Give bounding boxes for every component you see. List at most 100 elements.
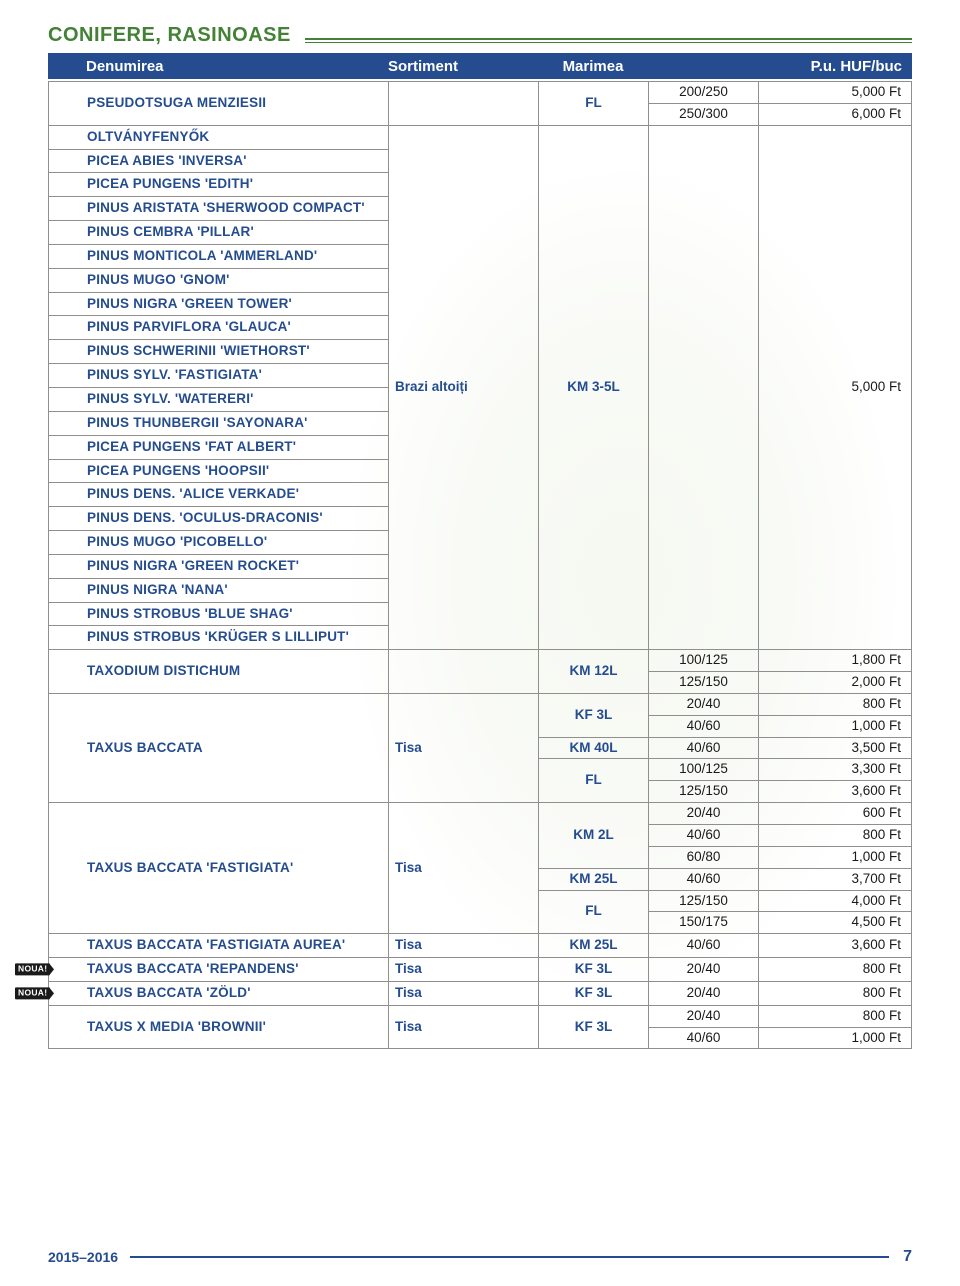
- cell-size: 20/40: [649, 981, 759, 1005]
- cell-name: TAXUS X MEDIA 'BROWNII': [49, 1005, 389, 1049]
- col-header-sort: Sortiment: [388, 58, 538, 75]
- cell-price: 800 Ft: [759, 981, 912, 1005]
- cell-name: PINUS NIGRA 'NANA': [49, 578, 389, 602]
- footer-year: 2015–2016: [48, 1249, 130, 1265]
- cell-sort: Tisa: [389, 803, 539, 934]
- cell-name: PICEA ABIES 'INVERSA': [49, 149, 389, 173]
- cell-name: OLTVÁNYFENYŐK: [49, 125, 389, 149]
- cell-name: PINUS DENS. 'OCULUS-DRACONIS': [49, 507, 389, 531]
- cell-name: PINUS NIGRA 'GREEN ROCKET': [49, 554, 389, 578]
- cell-price: 5,000 Ft: [759, 82, 912, 104]
- cell-name-text: TAXUS BACCATA 'ZÖLD': [87, 985, 251, 1000]
- cell-size: 40/60: [649, 934, 759, 958]
- cell-marimea: KM 3-5L: [539, 125, 649, 650]
- cell-sort: [389, 82, 539, 126]
- cell-marimea: FL: [539, 759, 649, 803]
- cell-name: NOUA! TAXUS BACCATA 'ZÖLD': [49, 981, 389, 1005]
- section-title: CONIFERE, RASINOASE: [48, 24, 305, 47]
- cell-name: PINUS MUGO 'PICOBELLO': [49, 531, 389, 555]
- cell-size: 20/40: [649, 958, 759, 982]
- cell-name: PINUS SYLV. 'FASTIGIATA': [49, 364, 389, 388]
- cell-marimea: KM 2L: [539, 803, 649, 869]
- cell-price: 2,000 Ft: [759, 672, 912, 694]
- cell-price: 800 Ft: [759, 1005, 912, 1027]
- cell-marimea: KM 25L: [539, 868, 649, 890]
- cell-name: PINUS SYLV. 'WATERERI': [49, 387, 389, 411]
- section-header: CONIFERE, RASINOASE: [48, 24, 912, 47]
- cell-sort: Tisa: [389, 1005, 539, 1049]
- cell-price: 1,800 Ft: [759, 650, 912, 672]
- cell-price: 3,300 Ft: [759, 759, 912, 781]
- cell-size: 60/80: [649, 846, 759, 868]
- cell-size: 20/40: [649, 693, 759, 715]
- cell-marimea: KM 12L: [539, 650, 649, 694]
- cell-name: PSEUDOTSUGA MENZIESII: [49, 82, 389, 126]
- cell-name: NOUA! TAXUS BACCATA 'REPANDENS': [49, 958, 389, 982]
- cell-name-text: TAXUS BACCATA 'REPANDENS': [87, 961, 299, 976]
- table-row: TAXUS X MEDIA 'BROWNII' Tisa KF 3L 20/40…: [49, 1005, 912, 1027]
- cell-price: 1,000 Ft: [759, 1027, 912, 1049]
- cell-name: PINUS STROBUS 'BLUE SHAG': [49, 602, 389, 626]
- noua-badge-icon: NOUA!: [15, 988, 50, 999]
- cell-size: 200/250: [649, 82, 759, 104]
- col-header-price: P.u. HUF/buc: [758, 58, 912, 75]
- table-row: OLTVÁNYFENYŐK Brazi altoiți KM 3-5L 5,00…: [49, 125, 912, 149]
- cell-price: 4,000 Ft: [759, 890, 912, 912]
- cell-sort: Tisa: [389, 981, 539, 1005]
- cell-price: 3,600 Ft: [759, 934, 912, 958]
- cell-name: PICEA PUNGENS 'EDITH': [49, 173, 389, 197]
- cell-name: PINUS MONTICOLA 'AMMERLAND': [49, 244, 389, 268]
- footer-rule: [130, 1256, 889, 1258]
- cell-marimea: KF 3L: [539, 981, 649, 1005]
- page-footer: 2015–2016 7: [48, 1248, 912, 1266]
- cell-name: TAXUS BACCATA: [49, 693, 389, 802]
- cell-price: 5,000 Ft: [759, 125, 912, 650]
- table-row: TAXODIUM DISTICHUM KM 12L 100/125 1,800 …: [49, 650, 912, 672]
- price-table: PSEUDOTSUGA MENZIESII FL 200/250 5,000 F…: [48, 81, 912, 1049]
- cell-size: 20/40: [649, 803, 759, 825]
- cell-marimea: KF 3L: [539, 1005, 649, 1049]
- cell-price: 3,700 Ft: [759, 868, 912, 890]
- cell-name: PICEA PUNGENS 'HOOPSII': [49, 459, 389, 483]
- cell-size: 20/40: [649, 1005, 759, 1027]
- table-header-band: Denumirea Sortiment Marimea P.u. HUF/buc: [48, 53, 912, 79]
- cell-marimea: KF 3L: [539, 958, 649, 982]
- cell-size: 40/60: [649, 825, 759, 847]
- cell-price: 4,500 Ft: [759, 912, 912, 934]
- cell-marimea: KM 40L: [539, 737, 649, 759]
- cell-price: 1,000 Ft: [759, 846, 912, 868]
- cell-size: 125/150: [649, 890, 759, 912]
- cell-marimea: KF 3L: [539, 693, 649, 737]
- table-row: NOUA! TAXUS BACCATA 'REPANDENS' Tisa KF …: [49, 958, 912, 982]
- cell-price: 800 Ft: [759, 825, 912, 847]
- cell-size: 40/60: [649, 868, 759, 890]
- cell-price: 3,600 Ft: [759, 781, 912, 803]
- cell-size: [649, 125, 759, 650]
- cell-name: PINUS MUGO 'GNOM': [49, 268, 389, 292]
- cell-name: PINUS THUNBERGII 'SAYONARA': [49, 411, 389, 435]
- cell-name: PICEA PUNGENS 'FAT ALBERT': [49, 435, 389, 459]
- cell-price: 1,000 Ft: [759, 715, 912, 737]
- table-row: TAXUS BACCATA 'FASTIGIATA' Tisa KM 2L 20…: [49, 803, 912, 825]
- table-row: TAXUS BACCATA 'FASTIGIATA AUREA' Tisa KM…: [49, 934, 912, 958]
- cell-price: 6,000 Ft: [759, 103, 912, 125]
- cell-marimea: FL: [539, 890, 649, 934]
- cell-sort: Tisa: [389, 693, 539, 802]
- cell-size: 150/175: [649, 912, 759, 934]
- cell-size: 40/60: [649, 1027, 759, 1049]
- cell-name: TAXODIUM DISTICHUM: [49, 650, 389, 694]
- cell-size: 250/300: [649, 103, 759, 125]
- cell-price: 800 Ft: [759, 958, 912, 982]
- cell-name: TAXUS BACCATA 'FASTIGIATA': [49, 803, 389, 934]
- cell-size: 100/125: [649, 650, 759, 672]
- cell-name: PINUS DENS. 'ALICE VERKADE': [49, 483, 389, 507]
- cell-name: PINUS CEMBRA 'PILLAR': [49, 221, 389, 245]
- cell-sort: Tisa: [389, 958, 539, 982]
- header-rule: [305, 38, 912, 43]
- cell-size: 100/125: [649, 759, 759, 781]
- cell-name: PINUS ARISTATA 'SHERWOOD COMPACT': [49, 197, 389, 221]
- cell-sort: Tisa: [389, 934, 539, 958]
- cell-marimea: FL: [539, 82, 649, 126]
- cell-name: PINUS PARVIFLORA 'GLAUCA': [49, 316, 389, 340]
- col-header-marimea: Marimea: [538, 58, 648, 75]
